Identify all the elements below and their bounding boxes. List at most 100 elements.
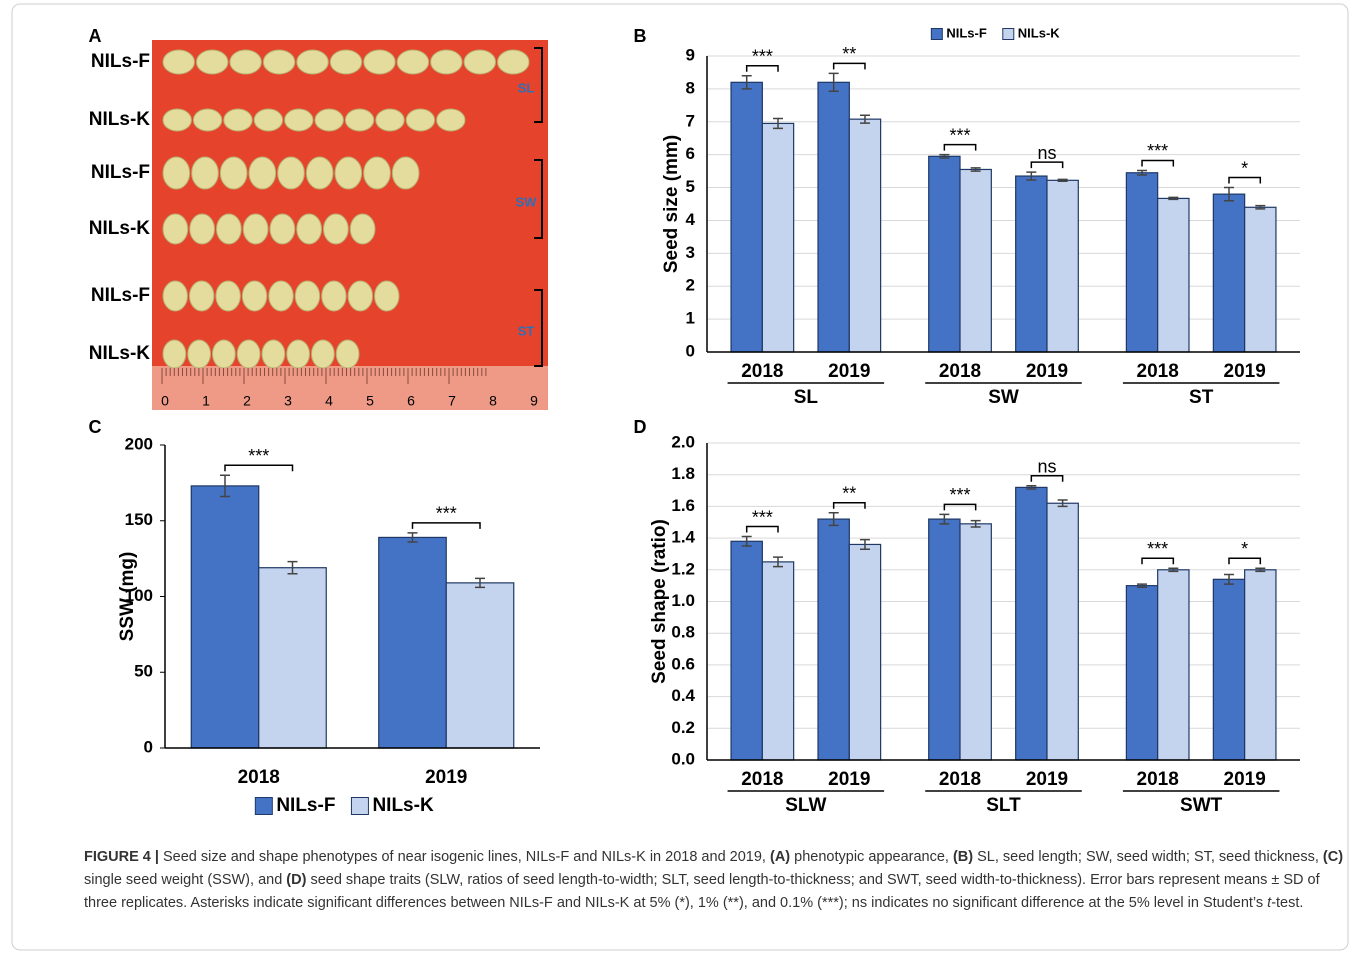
legend-swatch bbox=[931, 29, 942, 40]
legend-swatch bbox=[351, 798, 368, 815]
x-tick-label: 2019 bbox=[828, 769, 870, 790]
y-tick-label: 1 bbox=[686, 309, 695, 328]
caption: FIGURE 4 | Seed size and shape phenotype… bbox=[84, 846, 1346, 915]
seed bbox=[163, 50, 194, 74]
significance-label: *** bbox=[752, 46, 773, 66]
legend-swatch bbox=[255, 798, 272, 815]
bar bbox=[1126, 586, 1157, 760]
bar bbox=[1047, 503, 1078, 760]
group-label: SWT bbox=[1180, 795, 1223, 816]
ruler-number: 6 bbox=[407, 393, 415, 409]
y-tick-label: 200 bbox=[125, 434, 153, 453]
bar bbox=[1213, 579, 1244, 760]
group-label: SLT bbox=[986, 795, 1021, 816]
significance-label: *** bbox=[950, 485, 971, 505]
seed bbox=[216, 281, 240, 311]
group-label: SLW bbox=[785, 795, 826, 816]
y-tick-label: 1.2 bbox=[671, 559, 695, 578]
bar bbox=[762, 562, 793, 760]
panel-label: A bbox=[89, 26, 102, 46]
panel-label: D bbox=[634, 417, 647, 437]
seed bbox=[330, 50, 361, 74]
significance-label: ns bbox=[1037, 457, 1056, 477]
significance-label: *** bbox=[1147, 539, 1168, 559]
caption-text: -test. bbox=[1271, 895, 1303, 911]
significance-bracket bbox=[1031, 162, 1062, 168]
y-axis-label: Seed shape (ratio) bbox=[649, 519, 670, 684]
seed bbox=[163, 281, 187, 311]
seed bbox=[278, 157, 305, 189]
ruler-number: 3 bbox=[284, 393, 292, 409]
seed bbox=[392, 157, 419, 189]
figure: ANILs-FNILs-KNILs-FNILs-KNILs-FNILs-KSLS… bbox=[0, 0, 1360, 957]
legend-label: NILs-F bbox=[946, 25, 987, 40]
seed bbox=[230, 50, 261, 74]
significance-bracket bbox=[1142, 160, 1173, 166]
y-tick-label: 0.2 bbox=[671, 718, 695, 737]
y-tick-label: 0.0 bbox=[671, 749, 695, 768]
seed bbox=[242, 281, 266, 311]
significance-label: * bbox=[1241, 158, 1248, 178]
significance-bracket bbox=[413, 523, 481, 529]
significance-bracket bbox=[747, 527, 778, 533]
seed bbox=[350, 214, 375, 244]
significance-label: ** bbox=[842, 483, 856, 503]
seed bbox=[364, 50, 395, 74]
seed bbox=[269, 281, 293, 311]
x-tick-label: 2018 bbox=[741, 769, 783, 790]
seed bbox=[498, 50, 529, 74]
caption-text: phenotypic appearance, bbox=[790, 849, 953, 865]
group-label: SL bbox=[794, 387, 819, 408]
seed bbox=[431, 50, 462, 74]
seed bbox=[376, 109, 404, 131]
seed bbox=[224, 109, 252, 131]
bar bbox=[1047, 180, 1078, 352]
seed bbox=[295, 281, 319, 311]
bar bbox=[849, 544, 880, 760]
seed bbox=[437, 109, 465, 131]
seed bbox=[270, 214, 295, 244]
ruler-number: 1 bbox=[202, 393, 210, 409]
caption-text: (C) bbox=[1323, 849, 1343, 865]
bar bbox=[1245, 570, 1276, 760]
seed bbox=[192, 157, 219, 189]
seed bbox=[285, 109, 313, 131]
caption-text: (B) bbox=[953, 849, 973, 865]
x-tick-label: 2019 bbox=[1224, 769, 1266, 790]
bar bbox=[762, 123, 793, 352]
ruler-number: 0 bbox=[161, 393, 169, 409]
seed bbox=[188, 340, 211, 368]
y-tick-label: 0 bbox=[686, 341, 695, 360]
bar bbox=[1245, 207, 1276, 352]
seed bbox=[297, 214, 322, 244]
x-tick-label: 2018 bbox=[939, 769, 981, 790]
significance-label: *** bbox=[436, 504, 457, 524]
group-label: SW bbox=[988, 387, 1019, 408]
y-tick-label: 0.6 bbox=[671, 654, 695, 673]
ruler-number: 7 bbox=[448, 393, 456, 409]
x-tick-label: 2019 bbox=[828, 361, 870, 382]
seed bbox=[190, 214, 215, 244]
significance-bracket bbox=[225, 465, 293, 471]
bracket-label: SW bbox=[516, 194, 538, 209]
legend-label: NILs-K bbox=[1018, 25, 1061, 40]
bar bbox=[1213, 194, 1244, 352]
significance-bracket bbox=[1229, 558, 1260, 564]
caption-text: FIGURE 4 | bbox=[84, 849, 159, 865]
row-label: NILs-F bbox=[91, 285, 150, 306]
x-tick-label: 2018 bbox=[1137, 769, 1179, 790]
row-label: NILs-K bbox=[89, 218, 151, 239]
bar bbox=[1158, 198, 1189, 352]
significance-label: * bbox=[1241, 539, 1248, 559]
bar bbox=[1016, 176, 1047, 352]
seed bbox=[297, 50, 328, 74]
significance-bracket bbox=[834, 503, 865, 509]
ruler-number: 4 bbox=[325, 393, 333, 409]
caption-text: single seed weight (SSW), and bbox=[84, 872, 286, 888]
y-tick-label: 4 bbox=[686, 210, 696, 229]
seed bbox=[375, 281, 399, 311]
significance-bracket bbox=[834, 63, 865, 69]
seed bbox=[163, 109, 191, 131]
caption-text: SL, seed length; SW, seed width; ST, see… bbox=[973, 849, 1323, 865]
seed bbox=[163, 214, 188, 244]
